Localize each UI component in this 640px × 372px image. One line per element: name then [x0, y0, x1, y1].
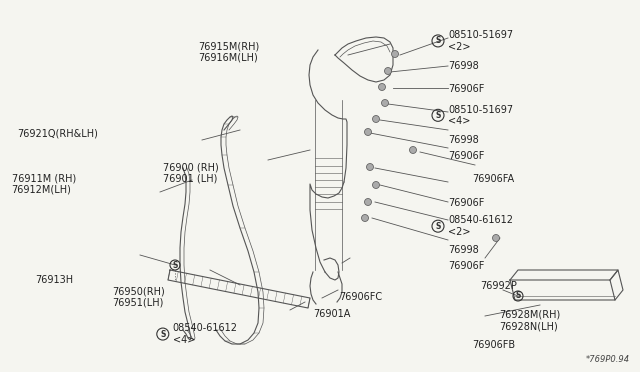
Text: 76913H: 76913H — [35, 275, 74, 285]
Circle shape — [372, 182, 380, 189]
Text: 76998: 76998 — [448, 135, 479, 144]
Text: 76906FB: 76906FB — [472, 340, 515, 350]
Text: 76921Q(RH&LH): 76921Q(RH&LH) — [17, 129, 98, 139]
Text: 76992P: 76992P — [480, 281, 517, 291]
Text: 76906FC: 76906FC — [339, 292, 382, 302]
Circle shape — [392, 51, 399, 58]
Circle shape — [378, 83, 385, 90]
Text: 08510-51697
<2>: 08510-51697 <2> — [448, 30, 513, 52]
Text: 76998: 76998 — [448, 61, 479, 71]
Text: 08510-51697
<4>: 08510-51697 <4> — [448, 105, 513, 126]
Text: 76998: 76998 — [448, 245, 479, 255]
Circle shape — [365, 199, 371, 205]
Text: S: S — [435, 222, 441, 231]
Circle shape — [410, 147, 417, 154]
Text: 76906F: 76906F — [448, 151, 484, 161]
Text: 76911M (RH)
76912M(LH): 76911M (RH) 76912M(LH) — [12, 173, 76, 195]
Text: 76950(RH)
76951(LH): 76950(RH) 76951(LH) — [112, 286, 164, 308]
Text: S: S — [515, 292, 521, 301]
Text: S: S — [435, 36, 441, 45]
Circle shape — [493, 234, 499, 241]
Text: *769Ρ0.94: *769Ρ0.94 — [586, 355, 630, 364]
Circle shape — [381, 99, 388, 106]
Text: 76900 (RH)
76901 (LH): 76900 (RH) 76901 (LH) — [163, 162, 219, 184]
Text: 08540-61612
<2>: 08540-61612 <2> — [448, 215, 513, 237]
Circle shape — [372, 115, 380, 122]
Circle shape — [367, 164, 374, 170]
Circle shape — [362, 215, 369, 221]
Text: 76915M(RH)
76916M(LH): 76915M(RH) 76916M(LH) — [198, 41, 260, 63]
Text: S: S — [435, 111, 441, 120]
Text: S: S — [160, 330, 166, 339]
Circle shape — [365, 128, 371, 135]
Circle shape — [385, 67, 392, 74]
Text: S: S — [172, 260, 178, 269]
Text: 76906F: 76906F — [448, 84, 484, 93]
Text: 76906FA: 76906FA — [472, 174, 515, 184]
Text: 76906F: 76906F — [448, 198, 484, 208]
Text: 76901A: 76901A — [314, 310, 351, 319]
Text: 08540-61612
<4>: 08540-61612 <4> — [173, 323, 238, 345]
Text: 76906F: 76906F — [448, 262, 484, 271]
Text: 76928M(RH)
76928N(LH): 76928M(RH) 76928N(LH) — [499, 310, 561, 331]
